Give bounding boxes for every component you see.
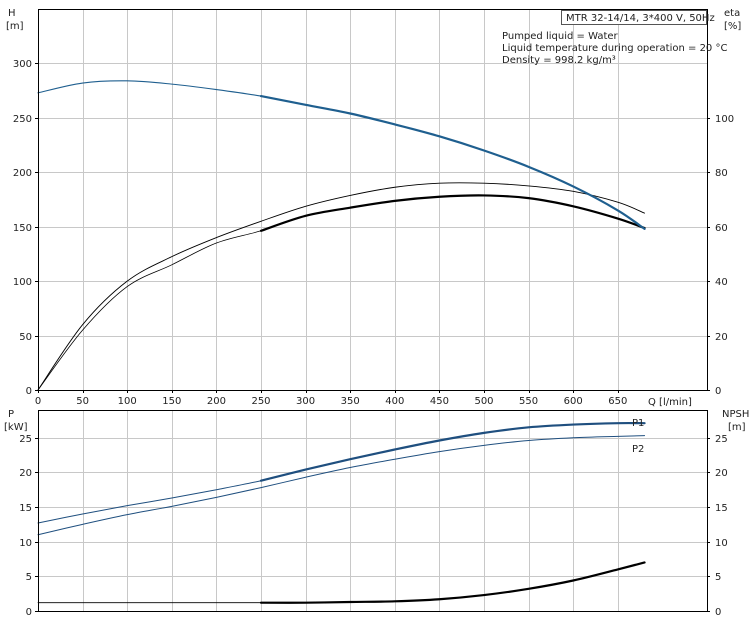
eta-tick-label-80: 80 <box>715 168 728 179</box>
pump-model-label: MTR 32-14/14, 3*400 V, 50Hz <box>566 13 715 24</box>
eta-tick-label-40: 40 <box>715 277 728 288</box>
h-tick-label-100: 100 <box>13 277 32 288</box>
h-tick-label-200: 200 <box>13 168 32 179</box>
npsh-tick-label-5: 5 <box>715 572 721 583</box>
x-tick-label-150: 150 <box>162 396 181 407</box>
p1-curve-operating-range-line <box>259 421 646 482</box>
head-efficiency-grid <box>38 9 707 391</box>
x-tick-label-300: 300 <box>296 396 315 407</box>
head-curve-line <box>37 80 646 230</box>
npsh-axis-title: NPSH <box>722 409 749 420</box>
p-tick-label-25: 25 <box>19 434 32 445</box>
axis-ticks: 0 50 100 150 200 250 300 350 400 450 500 550 600 6500… <box>13 59 734 618</box>
h-tick-label-0: 0 <box>26 386 32 397</box>
npsh-tick-label-15: 15 <box>715 503 728 514</box>
efficiency-axis-unit: [%] <box>724 21 741 32</box>
p1-series-label: P1 <box>632 418 644 429</box>
h-tick-label-50: 50 <box>19 332 32 343</box>
npsh-curve-line <box>37 562 645 604</box>
npsh-tick-label-20: 20 <box>715 468 728 479</box>
head-efficiency-plot-frame <box>38 9 708 391</box>
p-tick-label-10: 10 <box>19 538 32 549</box>
npsh-tick-label-0: 0 <box>715 607 721 618</box>
power-axis-title: P <box>8 409 14 420</box>
power-axis-unit: [kW] <box>4 422 28 433</box>
x-tick-label-200: 200 <box>207 396 226 407</box>
liquid-temperature-label: Liquid temperature during operation = 20… <box>502 43 727 54</box>
npsh-tick-label-25: 25 <box>715 434 728 445</box>
p2-series-label: P2 <box>632 444 644 455</box>
npsh-tick-label-10: 10 <box>715 538 728 549</box>
npsh-curve-operating-range-line <box>259 561 646 604</box>
h-tick-label-150: 150 <box>13 223 32 234</box>
head-curve-operating-range-line <box>259 94 646 230</box>
p-tick-label-0: 0 <box>26 607 32 618</box>
npsh-axis-unit: [m] <box>728 422 746 433</box>
p-tick-label-20: 20 <box>19 468 32 479</box>
efficiency-reference-curve-line <box>37 182 646 391</box>
eta-tick-label-20: 20 <box>715 332 728 343</box>
x-tick-label-400: 400 <box>385 396 404 407</box>
x-tick-label-550: 550 <box>519 396 538 407</box>
x-tick-label-450: 450 <box>430 396 449 407</box>
x-tick-label-650: 650 <box>608 396 627 407</box>
head-axis-unit: [m] <box>6 21 24 32</box>
x-tick-label-500: 500 <box>474 396 493 407</box>
curves <box>37 80 646 604</box>
efficiency-curve-line <box>37 194 645 391</box>
x-tick-label-100: 100 <box>118 396 137 407</box>
x-tick-label-600: 600 <box>564 396 583 407</box>
eta-tick-label-100: 100 <box>715 114 734 125</box>
density-label: Density = 998.2 kg/m³ <box>502 55 616 66</box>
h-tick-label-250: 250 <box>13 114 32 125</box>
p-tick-label-15: 15 <box>19 503 32 514</box>
pumped-liquid-label: Pumped liquid = Water <box>502 31 619 42</box>
eta-tick-label-60: 60 <box>715 223 728 234</box>
x-tick-label-350: 350 <box>341 396 360 407</box>
eta-tick-label-0: 0 <box>715 386 721 397</box>
efficiency-axis-title: eta <box>724 8 740 19</box>
flow-axis-label: Q [l/min] <box>648 397 692 408</box>
head-axis-title: H <box>8 8 16 19</box>
p-tick-label-5: 5 <box>26 572 32 583</box>
p2-curve-line <box>37 435 646 536</box>
x-tick-label-50: 50 <box>76 396 89 407</box>
efficiency-curve-operating-range-line <box>259 194 646 232</box>
power-npsh-plot-frame <box>38 410 708 612</box>
x-tick-label-250: 250 <box>251 396 270 407</box>
x-tick-label-0: 0 <box>35 396 41 407</box>
power-npsh-grid <box>38 410 707 612</box>
pump-model-box <box>561 10 707 25</box>
h-tick-label-300: 300 <box>13 59 32 70</box>
